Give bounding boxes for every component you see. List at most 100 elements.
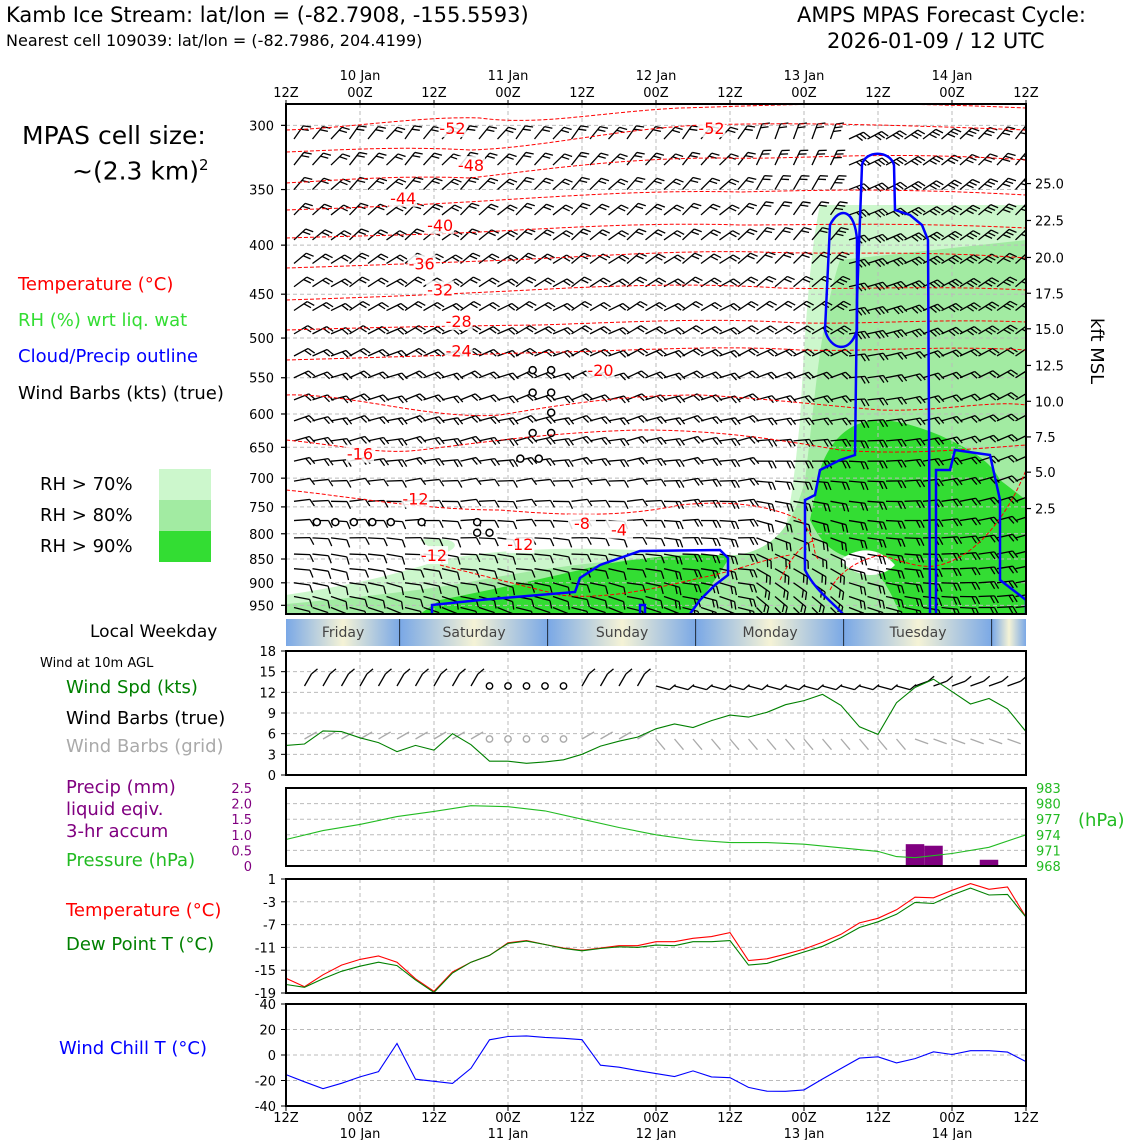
wind-barb-shaft xyxy=(626,152,638,166)
wind-barb-feather xyxy=(965,132,974,137)
wind-barb-feather xyxy=(401,438,408,446)
wind-barb-shaft xyxy=(774,325,790,335)
nearest-cell-subtitle: Nearest cell 109039: lat/lon = (-82.7986… xyxy=(6,31,423,50)
wind-barb-feather xyxy=(327,570,332,580)
wind-barb-shaft xyxy=(552,437,569,442)
wind-barb-feather xyxy=(878,555,883,565)
wind-barb-feather xyxy=(749,458,756,466)
wind-barb-feather xyxy=(712,203,721,208)
wind-barb-feather xyxy=(412,154,421,158)
wind-barb-shaft xyxy=(497,278,512,288)
grid-wind-barb xyxy=(378,731,391,740)
wind-barb-feather xyxy=(952,351,960,358)
wind-barb-shaft xyxy=(571,370,587,379)
wind-barb-shaft xyxy=(700,568,717,572)
wind-barb-feather xyxy=(839,278,848,283)
wind-barb-feather xyxy=(416,458,423,466)
wind-barb-shaft xyxy=(534,301,549,312)
wind-barb-feather xyxy=(523,154,532,158)
wind-barb-feather xyxy=(808,395,815,403)
wind-barb-feather xyxy=(453,438,460,447)
wind-barb-shaft xyxy=(497,582,514,588)
kft-tick-label: 20.0 xyxy=(1035,251,1064,266)
wind-barb-feather xyxy=(882,281,889,289)
wind-barb-feather xyxy=(938,437,945,445)
wind-barb-feather xyxy=(1029,347,1036,351)
grid-wind-barb xyxy=(970,738,984,745)
wind-barb-shaft xyxy=(737,202,750,216)
wind-barb-feather xyxy=(471,394,479,402)
surface-wind-barb xyxy=(1007,680,1021,687)
wind-barb-feather xyxy=(383,555,388,564)
wind-barb-shaft xyxy=(904,373,921,379)
wind-barb-feather xyxy=(530,611,533,614)
wind-barb-shaft xyxy=(534,553,551,557)
wind-barb-feather xyxy=(692,372,701,379)
wind-barb-shaft xyxy=(978,370,994,379)
wind-barb-feather xyxy=(748,176,757,181)
wind-barb-feather xyxy=(952,597,958,605)
wind-barb-feather xyxy=(618,304,627,311)
wind-barb-feather xyxy=(1031,550,1036,556)
wind-barb-feather xyxy=(771,503,776,512)
wind-barb-feather xyxy=(397,153,406,158)
wind-barb-feather xyxy=(363,393,371,400)
wind-barb-feather xyxy=(414,278,423,284)
wind-barb-feather xyxy=(993,581,1000,589)
wind-barb-feather xyxy=(1009,276,1018,282)
wind-barb-feather xyxy=(750,276,759,282)
wind-barb-feather xyxy=(636,151,645,155)
wind-barb-feather xyxy=(730,555,735,565)
wind-barb-feather xyxy=(544,303,552,310)
wind-barb-shaft xyxy=(830,348,846,357)
legend-temperature: Temperature (°C) xyxy=(18,274,174,295)
wind-barb-feather xyxy=(820,254,829,259)
wind-barb-feather xyxy=(544,125,553,129)
top-date-label: 14 Jan xyxy=(932,69,973,84)
wind-barb-feather xyxy=(580,125,589,128)
wind-barb-feather xyxy=(677,302,686,309)
wind-barb-feather xyxy=(563,351,571,358)
wind-barb-feather xyxy=(674,126,683,131)
wind-barb-feather xyxy=(475,569,481,578)
wind-barb-feather xyxy=(567,601,570,610)
wind-barb-feather xyxy=(475,435,482,443)
wind-barb-shaft xyxy=(367,229,381,241)
wind-barb-shaft xyxy=(682,595,699,601)
wind-barb-shaft xyxy=(293,228,307,241)
wind-barb-shaft xyxy=(478,203,492,216)
wind-barb-shaft xyxy=(959,204,974,216)
wind-barb-feather xyxy=(956,416,963,423)
wind-barb-feather xyxy=(397,126,406,131)
wind-barb-shaft xyxy=(904,232,920,241)
wind-barb-feather xyxy=(526,202,535,207)
wind-barb-shaft xyxy=(941,394,957,401)
wind-barb-feather xyxy=(929,133,937,139)
wind-barb-feather xyxy=(531,584,536,593)
wind-barb-feather xyxy=(860,440,866,449)
wind-barb-feather xyxy=(488,125,498,129)
wind-barb-feather xyxy=(878,481,884,490)
surface-wind-barb xyxy=(840,685,855,691)
wind-barb-shaft xyxy=(349,252,363,264)
wind-barb-shaft xyxy=(774,395,791,401)
wind-barb-shaft xyxy=(904,500,921,502)
wind-barb-feather xyxy=(512,556,517,565)
wind-barb-shaft xyxy=(460,202,473,216)
wind-barb-shaft xyxy=(774,201,785,216)
wind-barb-feather xyxy=(526,176,535,181)
wind-barb-shaft xyxy=(497,479,514,482)
wind-barb-shaft xyxy=(811,537,828,544)
wind-barb-feather xyxy=(1009,252,1018,258)
wind-barb-feather xyxy=(617,206,626,212)
wind-barb-feather xyxy=(652,129,662,132)
wind-barb-feather xyxy=(966,282,974,288)
wind-barb-feather xyxy=(512,521,518,530)
wind-barb-feather xyxy=(989,477,996,485)
wind-barb-shaft xyxy=(552,254,567,265)
wind-barb-feather xyxy=(415,416,423,423)
wind-barb-feather xyxy=(581,303,589,309)
temp-label-bg xyxy=(457,156,485,175)
wind-barb-feather xyxy=(749,228,758,233)
wind-barb-feather xyxy=(363,370,371,377)
